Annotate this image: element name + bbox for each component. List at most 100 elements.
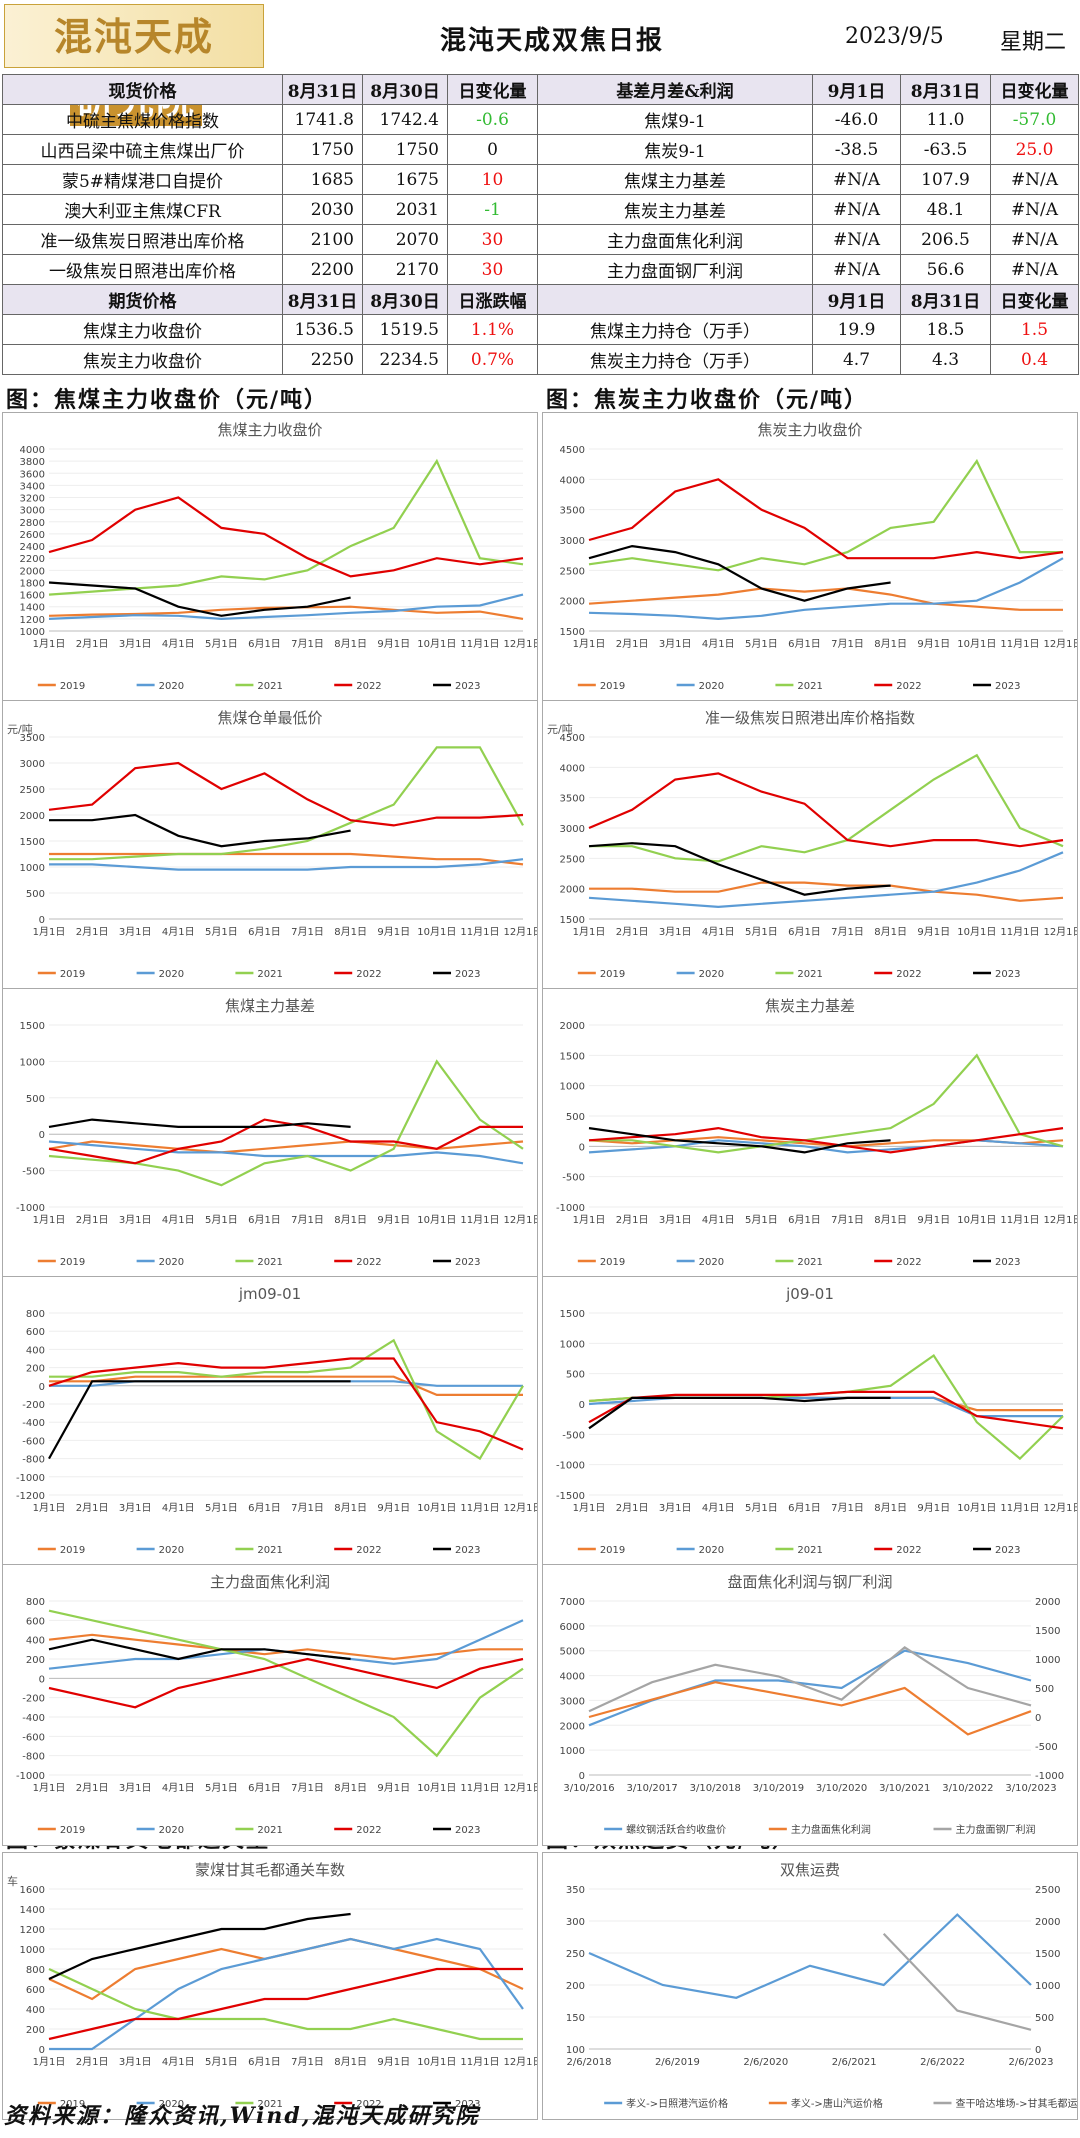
x-tick-label: 2/6/2021 bbox=[832, 2057, 877, 2068]
table-cell-a: 1536.5 bbox=[282, 314, 363, 345]
chart-svg: 主力盘面焦化利润 -1000 -800 -600 -400 -200 0 200 400 600 8… bbox=[16, 1573, 543, 1836]
x-tick-label: 8月1日 bbox=[874, 638, 907, 650]
x-tick-label: 8月1日 bbox=[334, 926, 367, 938]
x-tick-label: 10月1日 bbox=[957, 1502, 996, 1514]
series-line-2022 bbox=[48, 496, 524, 578]
series-line-2021 bbox=[588, 458, 1063, 572]
legend-entry: 2022 bbox=[356, 681, 381, 692]
series-line-2020 bbox=[48, 593, 524, 621]
x-tick-label: 1月1日 bbox=[573, 926, 606, 938]
x-tick-label: 5月1日 bbox=[205, 1502, 238, 1514]
table-header-cell: 8月31日 bbox=[900, 284, 991, 315]
y-tick-label: 1600 bbox=[20, 1885, 45, 1896]
legend-entry: 2022 bbox=[896, 969, 921, 980]
y2-tick-label: 2000 bbox=[1035, 1597, 1060, 1608]
series-line-2020 bbox=[588, 1396, 1063, 1418]
x-tick-label: 11月1日 bbox=[460, 1214, 499, 1226]
x-tick-label: 3/10/2020 bbox=[816, 1783, 867, 1794]
x-tick-label: 3月1日 bbox=[119, 1502, 152, 1514]
x-tick-label: 2月1日 bbox=[76, 926, 109, 938]
table-cell-d: 18.5 bbox=[900, 314, 991, 345]
x-tick-label: 2月1日 bbox=[76, 1782, 109, 1794]
legend-entry: 2019 bbox=[60, 1825, 85, 1836]
x-tick-label: 11月1日 bbox=[1000, 638, 1039, 650]
table-cell-b: 2170 bbox=[362, 254, 448, 285]
y-tick-label: 3800 bbox=[20, 457, 45, 468]
y-tick-label: 500 bbox=[566, 1370, 585, 1381]
table-cell-c: 19.9 bbox=[812, 314, 901, 345]
x-tick-label: 1月1日 bbox=[33, 638, 66, 650]
table-header-cell: 基差月差&利润 bbox=[537, 74, 813, 105]
x-tick-label: 4月1日 bbox=[162, 638, 195, 650]
y-tick-label: 500 bbox=[26, 889, 45, 900]
legend-entry: 2023 bbox=[995, 969, 1020, 980]
x-tick-label: 2/6/2023 bbox=[1009, 2057, 1054, 2068]
y-tick-label: 7000 bbox=[560, 1597, 585, 1608]
x-tick-label: 12月1日 bbox=[1043, 926, 1077, 938]
y-tick-label: 1400 bbox=[20, 603, 45, 614]
x-tick-label: 12月1日 bbox=[503, 1214, 537, 1226]
table-cell-name: 焦炭主力收盘价 bbox=[2, 344, 283, 375]
series-line-2020 bbox=[588, 851, 1064, 909]
y-tick-label: 800 bbox=[26, 1309, 45, 1320]
table-cell-a: 1750 bbox=[282, 134, 363, 165]
y-tick-label: -400 bbox=[22, 1418, 45, 1429]
chart-panel: 准一级焦炭日照港出库价格指数 元/吨 1500 2000 2500 3000 3500 400… bbox=[542, 700, 1080, 990]
chart-title: 焦煤主力收盘价 bbox=[217, 421, 322, 439]
legend-entry: 2019 bbox=[600, 1257, 625, 1268]
series-line-2021 bbox=[588, 1353, 1064, 1461]
y-tick-label: -200 bbox=[22, 1400, 45, 1411]
y-tick-label: 400 bbox=[26, 1345, 45, 1356]
x-tick-label: 3/10/2019 bbox=[753, 1783, 804, 1794]
x-tick-label: 3月1日 bbox=[119, 1782, 152, 1794]
x-tick-label: 11月1日 bbox=[1000, 926, 1039, 938]
x-tick-label: 11月1日 bbox=[1000, 1214, 1039, 1226]
chart-title: 焦煤主力基差 bbox=[225, 997, 315, 1015]
y2-tick-label: 2500 bbox=[1035, 1885, 1060, 1896]
chart-panel: 焦煤仓单最低价 元/吨 0 500 1000 1500 2000 2500 3000 3500 1月… bbox=[2, 700, 543, 990]
legend-entry: 2022 bbox=[896, 681, 921, 692]
x-tick-label: 12月1日 bbox=[503, 1782, 537, 1794]
x-tick-label: 7月1日 bbox=[831, 638, 864, 650]
y-tick-label: 1000 bbox=[20, 1945, 45, 1956]
table-cell-chg2: 25.0 bbox=[990, 134, 1079, 165]
y-tick-label: -500 bbox=[562, 1430, 585, 1441]
table-cell-b: 2031 bbox=[362, 194, 448, 225]
y-tick-label: 600 bbox=[26, 1985, 45, 1996]
series-line-2023 bbox=[48, 1638, 351, 1661]
x-tick-label: 9月1日 bbox=[377, 2056, 410, 2068]
y-tick-label: 2000 bbox=[20, 566, 45, 577]
chart-panel: 焦炭主力基差 -1000 -500 0 500 1000 1500 2000 1月1日 2月1日 3… bbox=[542, 988, 1080, 1278]
y-tick-label: 400 bbox=[26, 2005, 45, 2016]
legend-entry: 2019 bbox=[60, 1545, 85, 1556]
table-row: 澳大利亚主焦煤CFR 2030 2031 -1 焦炭主力基差 #N/A 48.1 #N/A bbox=[2, 194, 1079, 225]
table-cell-chg2: 1.5 bbox=[990, 314, 1079, 345]
y-tick-label: 4000 bbox=[560, 475, 585, 486]
x-tick-label: 9月1日 bbox=[377, 1502, 410, 1514]
y-tick-label: 2500 bbox=[560, 854, 585, 865]
table-cell-a: 2030 bbox=[282, 194, 363, 225]
legend-entry: 2023 bbox=[455, 681, 480, 692]
table-cell-d: 48.1 bbox=[900, 194, 991, 225]
legend-entry: 2021 bbox=[797, 681, 822, 692]
legend-entry: 2019 bbox=[60, 2099, 85, 2110]
legend-entry: 2021 bbox=[797, 1545, 822, 1556]
x-tick-label: 3月1日 bbox=[119, 926, 152, 938]
legend-entry: 2023 bbox=[455, 1257, 480, 1268]
y2-tick-label: 0 bbox=[1035, 2045, 1041, 2056]
x-tick-label: 6月1日 bbox=[248, 1502, 281, 1514]
legend-entry: 2020 bbox=[699, 1545, 724, 1556]
series-line-2022 bbox=[48, 1118, 523, 1165]
table-cell-chg2: #N/A bbox=[990, 194, 1079, 225]
x-tick-label: 2/6/2020 bbox=[743, 2057, 788, 2068]
x-tick-label: 1月1日 bbox=[33, 926, 66, 938]
legend-entry: 孝义->唐山汽运价格 bbox=[791, 2097, 883, 2110]
x-tick-label: 12月1日 bbox=[1043, 638, 1077, 650]
y-tick-label: 1500 bbox=[560, 915, 585, 926]
source-note: 资料来源：隆众资讯,Wind,混沌天成研究院 bbox=[4, 2103, 480, 2129]
chart-title: 盘面焦化利润与钢厂利润 bbox=[727, 1573, 892, 1591]
y-tick-label: 3000 bbox=[20, 759, 45, 770]
table-cell-chg2: #N/A bbox=[990, 164, 1079, 195]
x-tick-label: 6月1日 bbox=[248, 638, 281, 650]
